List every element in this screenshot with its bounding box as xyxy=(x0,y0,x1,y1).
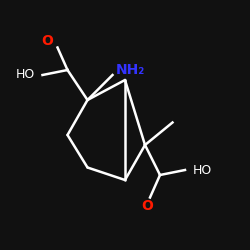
Text: HO: HO xyxy=(193,164,212,176)
Text: O: O xyxy=(42,34,54,48)
Text: NH₂: NH₂ xyxy=(116,63,144,77)
Text: HO: HO xyxy=(15,68,34,82)
Text: O: O xyxy=(142,199,154,213)
